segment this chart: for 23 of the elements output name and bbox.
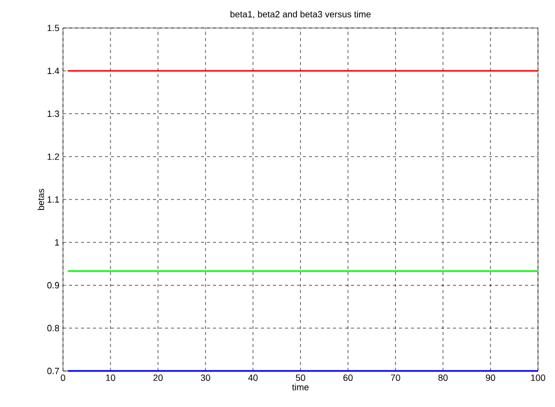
x-tick-label: 90 [486,374,496,381]
y-tick-label: 0.8 [47,324,60,332]
x-tick-label: 60 [343,374,353,381]
y-axis-title: betas [37,188,44,210]
x-axis-title: time [292,384,309,390]
y-tick-label: 1.1 [48,196,60,203]
y-tick-label: 1.3 [48,110,60,117]
x-tick-label: 20 [153,374,163,381]
y-tick-label: 1.4 [48,68,60,74]
x-tick-label: 50 [296,374,306,381]
chart-title: beta1, beta2 and beta3 versus time [230,10,371,18]
x-tick-label: 100 [531,374,546,381]
x-tick-label: 0 [60,374,66,381]
y-tick-label: 0.9 [47,282,60,288]
x-tick-label: 70 [390,374,400,381]
y-tick-label: 1.2 [48,153,60,160]
y-tick-label: 0.7 [47,368,60,374]
x-tick-label: 40 [248,374,258,381]
x-tick-label: 80 [438,374,448,381]
x-tick-label: 10 [106,374,116,381]
y-tick-label: 1 [55,239,60,246]
x-tick-label: 30 [200,374,210,381]
y-tick-label: 1.5 [48,24,60,32]
